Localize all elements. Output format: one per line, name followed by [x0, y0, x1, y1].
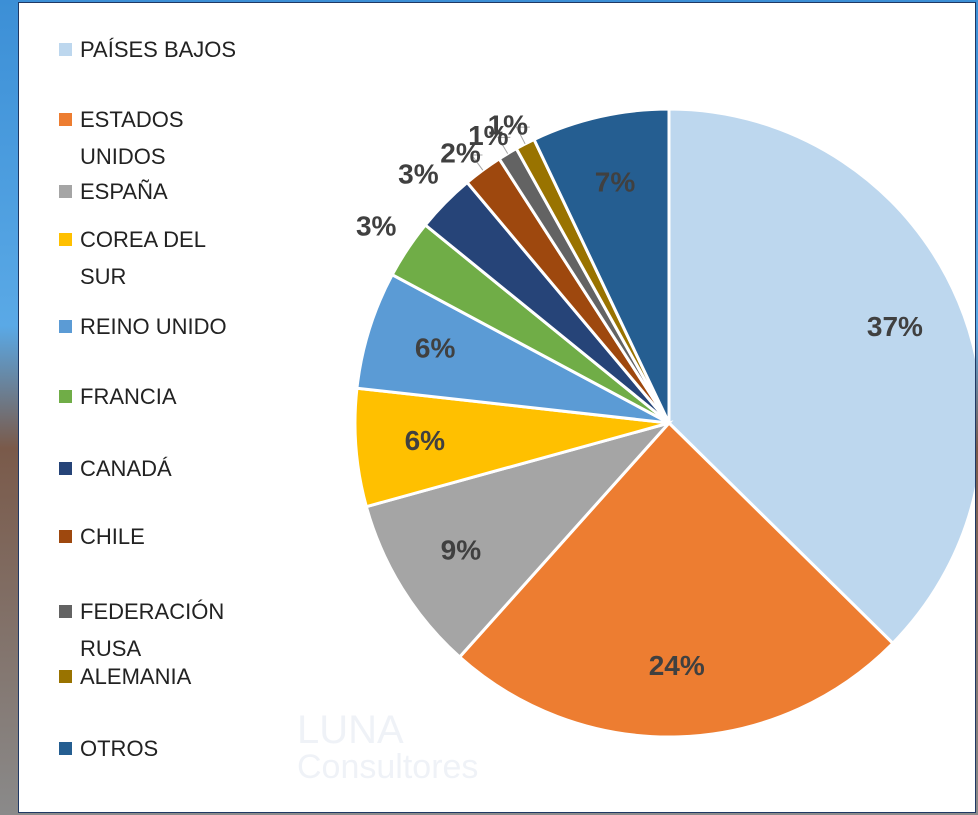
legend-label: COREA DEL SUR	[80, 227, 206, 289]
data-label: 24%	[649, 650, 705, 681]
chart-panel: LUNA Consultores 37% 24% 9% 6% 6% 3% 3% 2% 1% 1% 7…	[18, 2, 976, 813]
data-label: 3%	[398, 159, 439, 190]
legend-item: CHILE	[59, 518, 244, 555]
watermark: LUNA	[297, 708, 404, 752]
legend-swatch	[59, 390, 72, 403]
legend-label: PAÍSES BAJOS	[80, 37, 237, 62]
data-label: 1%	[468, 120, 509, 151]
legend-swatch	[59, 233, 72, 246]
legend-swatch	[59, 605, 72, 618]
legend-swatch	[59, 43, 72, 56]
watermark: Consultores	[297, 748, 479, 786]
legend-swatch	[59, 113, 72, 126]
legend-label: OTROS	[80, 736, 159, 761]
legend-label: REINO UNIDO	[80, 314, 227, 339]
legend-item: REINO UNIDO	[59, 308, 244, 345]
legend-item: ALEMANIA	[59, 658, 244, 695]
legend-item: ESPAÑA	[59, 173, 244, 210]
legend-label: ESPAÑA	[80, 179, 168, 204]
legend-item: FRANCIA	[59, 378, 244, 415]
legend-label: CHILE	[80, 524, 145, 549]
legend-swatch	[59, 530, 72, 543]
data-label: 2%	[440, 137, 481, 168]
data-label: 7%	[595, 166, 636, 197]
legend-item: CANADÁ	[59, 450, 244, 487]
legend-label: FEDERACIÓN RUSA	[80, 599, 225, 661]
pie-slice	[457, 420, 895, 739]
data-label: 9%	[441, 535, 482, 566]
data-label: 37%	[867, 311, 923, 342]
legend-item: FEDERACIÓN RUSA	[59, 593, 244, 667]
legend-item: ESTADOS UNIDOS	[59, 101, 244, 175]
data-label: 6%	[405, 425, 446, 456]
leader-line	[497, 136, 511, 154]
legend-item: OTROS	[59, 730, 244, 767]
legend-item: COREA DEL SUR	[59, 221, 244, 295]
data-label: 3%	[356, 211, 397, 242]
legend-label: CANADÁ	[80, 456, 172, 481]
pie-slice	[364, 420, 674, 660]
legend-swatch	[59, 185, 72, 198]
legend-item: PAÍSES BAJOS	[59, 31, 244, 68]
data-label: 1%	[488, 110, 529, 141]
legend-swatch	[59, 320, 72, 333]
legend-swatch	[59, 742, 72, 755]
leader-line	[470, 154, 484, 171]
legend-swatch	[59, 462, 72, 475]
legend-swatch	[59, 670, 72, 683]
pie-slice	[353, 386, 670, 509]
pie-chart: 37%24%9%6%6%3%3%2%1%1%7%	[353, 107, 975, 739]
data-label: 6%	[415, 333, 456, 364]
pie-slice	[532, 107, 671, 424]
pie-slice	[355, 272, 670, 425]
legend-label: ALEMANIA	[80, 664, 192, 689]
pie-slice	[667, 107, 975, 646]
legend-label: FRANCIA	[80, 384, 177, 409]
leader-line	[515, 126, 530, 145]
legend-label: ESTADOS UNIDOS	[80, 107, 184, 169]
